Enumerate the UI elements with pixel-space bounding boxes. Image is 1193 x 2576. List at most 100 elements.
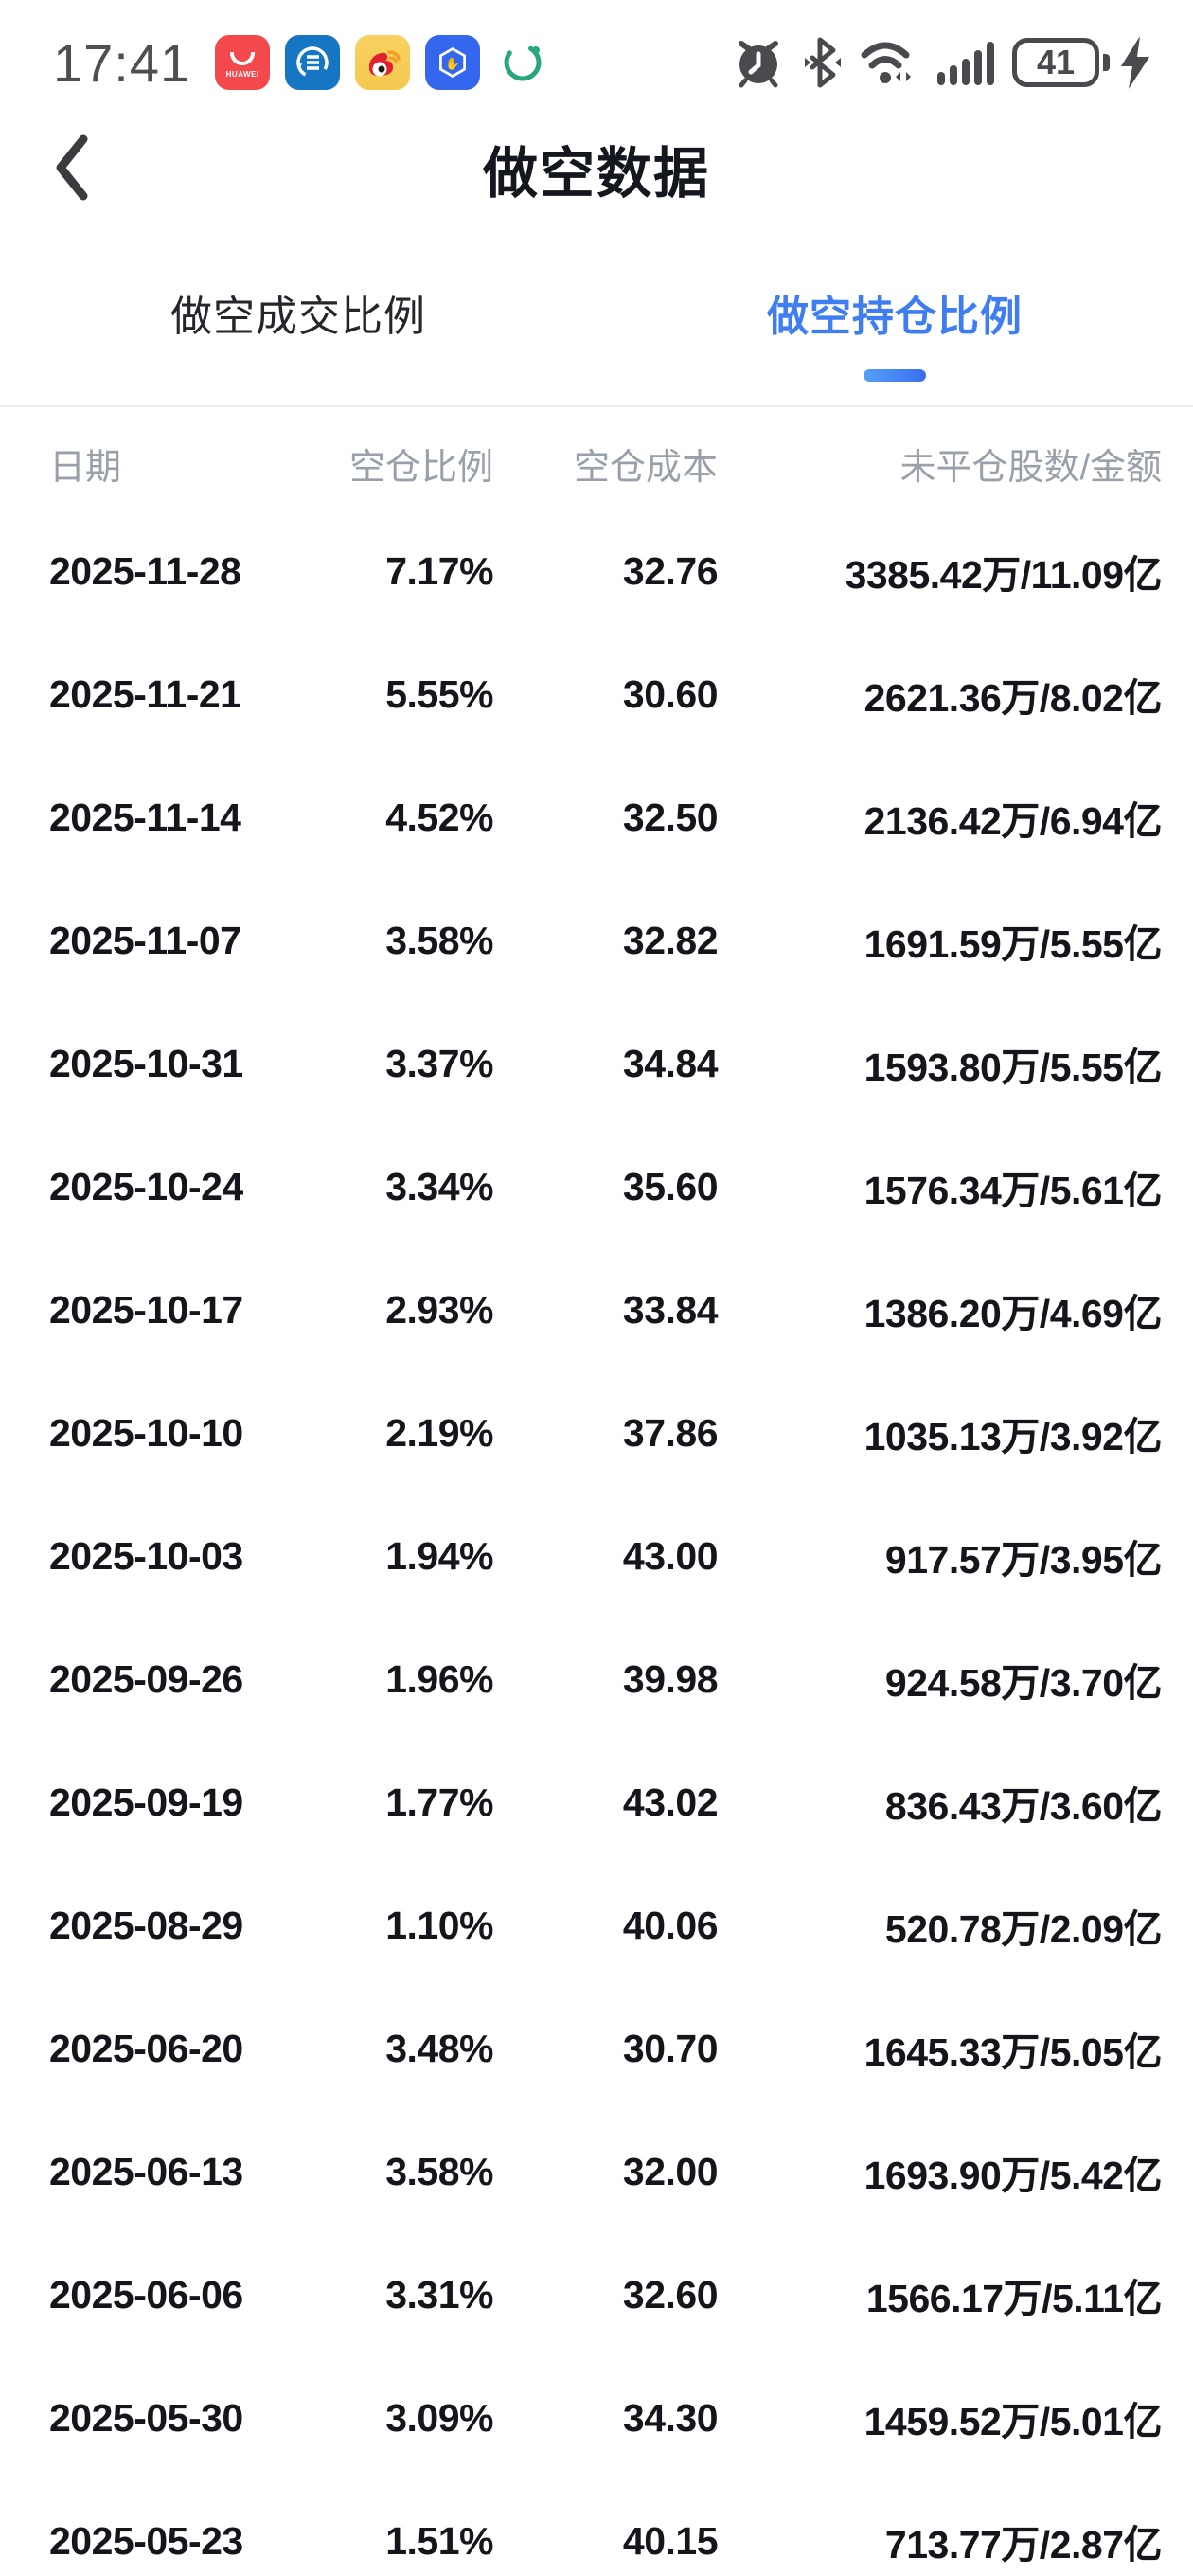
- reader-sync-app-icon: [285, 35, 341, 90]
- short-cost-cell: 30.60: [622, 671, 719, 716]
- wifi-icon: [861, 42, 911, 83]
- tab-label: 做空成交比例: [170, 294, 426, 340]
- charging-bolt-icon: [1121, 36, 1149, 89]
- chevron-left-icon: [56, 134, 88, 201]
- short-cost-cell: 40.15: [622, 2518, 719, 2563]
- huawei-appgallery-icon: HUAWEI: [215, 35, 271, 90]
- short-ratio-cell: 1.77%: [385, 1780, 493, 1824]
- short-ratio-cell: 3.48%: [385, 2026, 493, 2070]
- open-shares-amount-cell: 1566.17万/5.11亿: [865, 2277, 1163, 2320]
- short-ratio-cell: 1.51%: [385, 2518, 493, 2563]
- date-cell: 2025-06-13: [49, 2149, 243, 2193]
- date-cell: 2025-10-10: [49, 1410, 243, 1455]
- page-title: 做空数据: [482, 143, 710, 205]
- signal-bars-icon: [937, 42, 994, 85]
- short-ratio-cell: 5.55%: [385, 671, 493, 716]
- table-row: 2025-06-20 3.48% 30.70 1645.33万/5.05亿: [49, 1987, 1163, 2110]
- table-row: 2025-06-06 3.31% 32.60 1566.17万/5.11亿: [49, 2233, 1163, 2356]
- open-shares-amount-cell: 1576.34万/5.61亿: [864, 1169, 1163, 1212]
- short-ratio-cell: 3.58%: [385, 918, 493, 962]
- table-row: 2025-10-03 1.94% 43.00 917.57万/3.95亿: [49, 1494, 1163, 1618]
- short-ratio-cell: 2.19%: [385, 1410, 493, 1455]
- battery-indicator: 41: [1012, 34, 1153, 91]
- short-cost-cell: 39.98: [622, 1656, 719, 1701]
- date-cell: 2025-08-29: [49, 1903, 243, 1947]
- open-shares-amount-cell: 520.78万/2.09亿: [884, 1907, 1163, 1951]
- notification-app-icons: HUAWEI ✋: [215, 35, 550, 90]
- table-row: 2025-06-13 3.58% 32.00 1693.90万/5.42亿: [49, 2110, 1163, 2233]
- open-shares-amount-cell: 2621.36万/8.02亿: [864, 676, 1163, 720]
- short-cost-cell: 34.30: [622, 2395, 719, 2440]
- table-row: 2025-09-19 1.77% 43.02 836.43万/3.60亿: [49, 1741, 1163, 1864]
- battery-level: 41: [1012, 38, 1099, 87]
- short-ratio-cell: 3.09%: [385, 2395, 493, 2440]
- date-cell: 2025-09-26: [49, 1656, 243, 1701]
- short-cost-cell: 30.70: [622, 2026, 719, 2070]
- date-cell: 2025-05-30: [49, 2395, 243, 2440]
- open-shares-amount-cell: 917.57万/3.95亿: [884, 1538, 1163, 1582]
- tab-short-volume-ratio[interactable]: 做空成交比例: [0, 282, 596, 405]
- date-cell: 2025-11-28: [49, 548, 241, 593]
- hand-hexagon-app-icon: ✋: [425, 35, 481, 90]
- open-shares-amount-cell: 1459.52万/5.01亿: [864, 2400, 1163, 2443]
- nav-bar: 做空数据: [0, 112, 1193, 225]
- open-shares-amount-cell: 1386.20万/4.69亿: [864, 1292, 1163, 1335]
- date-cell: 2025-05-23: [49, 2518, 243, 2563]
- table-row: 2025-05-23 1.51% 40.15 713.77万/2.87亿: [49, 2479, 1163, 2576]
- active-tab-underline: [864, 369, 926, 382]
- tab-bar: 做空成交比例 做空持仓比例: [0, 282, 1193, 405]
- date-cell: 2025-11-14: [49, 795, 241, 839]
- weibo-icon: [355, 35, 411, 90]
- table-row: 2025-05-30 3.09% 34.30 1459.52万/5.01亿: [49, 2356, 1163, 2479]
- divider: [0, 405, 1193, 407]
- svg-text:✋: ✋: [445, 56, 460, 70]
- status-bar: 17:41 HUAWEI: [0, 0, 1193, 112]
- date-cell: 2025-11-07: [49, 918, 241, 962]
- short-ratio-cell: 1.10%: [385, 1903, 493, 1947]
- table-row: 2025-11-21 5.55% 30.60 2621.36万/8.02亿: [49, 633, 1163, 756]
- short-cost-cell: 32.60: [622, 2272, 719, 2317]
- short-cost-cell: 37.86: [622, 1410, 719, 1455]
- date-cell: 2025-06-06: [49, 2272, 243, 2317]
- open-shares-amount-cell: 1691.59万/5.55亿: [864, 922, 1163, 966]
- short-cost-cell: 35.60: [622, 1164, 719, 1208]
- short-ratio-cell: 7.17%: [385, 548, 493, 593]
- date-cell: 2025-09-19: [49, 1780, 243, 1824]
- open-shares-amount-cell: 924.58万/3.70亿: [884, 1661, 1163, 1705]
- appgallery-bag-glyph: [230, 52, 256, 65]
- appgallery-label: HUAWEI: [225, 70, 259, 79]
- short-ratio-cell: 3.34%: [385, 1164, 493, 1208]
- table-row: 2025-11-28 7.17% 32.76 3385.42万/11.09亿: [49, 510, 1163, 633]
- date-cell: 2025-10-03: [49, 1533, 243, 1578]
- back-button[interactable]: [38, 125, 104, 210]
- table-body: 2025-11-28 7.17% 32.76 3385.42万/11.09亿 2025-…: [49, 510, 1163, 2576]
- short-position-table: 日期 空仓比例 空仓成本 未平仓股数/金额 2025-11-28 7.17% 32.…: [0, 407, 1193, 2576]
- open-shares-amount-cell: 2136.42万/6.94亿: [864, 799, 1163, 843]
- battery-cap: [1103, 54, 1110, 71]
- table-row: 2025-08-29 1.10% 40.06 520.78万/2.09亿: [49, 1864, 1163, 1987]
- column-header-short-cost: 空仓成本: [573, 447, 718, 488]
- status-indicators: 41: [732, 34, 1153, 91]
- table-header-row: 日期 空仓比例 空仓成本 未平仓股数/金额: [49, 407, 1162, 510]
- date-cell: 2025-06-20: [49, 2026, 243, 2070]
- short-cost-cell: 32.00: [622, 2149, 719, 2193]
- table-row: 2025-10-31 3.37% 34.84 1593.80万/5.55亿: [49, 1002, 1163, 1125]
- short-ratio-cell: 2.93%: [385, 1287, 493, 1332]
- sync-refresh-icon: [495, 35, 550, 90]
- short-cost-cell: 32.50: [622, 795, 719, 839]
- open-shares-amount-cell: 1035.13万/3.92亿: [864, 1415, 1163, 1458]
- short-cost-cell: 43.02: [622, 1780, 719, 1824]
- table-row: 2025-09-26 1.96% 39.98 924.58万/3.70亿: [49, 1618, 1163, 1741]
- tab-label: 做空持仓比例: [767, 294, 1023, 340]
- column-header-date: 日期: [49, 447, 122, 488]
- short-ratio-cell: 4.52%: [385, 795, 493, 839]
- open-shares-amount-cell: 1593.80万/5.55亿: [864, 1046, 1163, 1089]
- short-cost-cell: 34.84: [622, 1041, 719, 1085]
- tab-short-position-ratio[interactable]: 做空持仓比例: [596, 282, 1193, 405]
- short-cost-cell: 43.00: [622, 1533, 719, 1578]
- short-cost-cell: 32.82: [622, 918, 719, 962]
- date-cell: 2025-10-31: [49, 1041, 243, 1085]
- short-ratio-cell: 1.94%: [385, 1533, 493, 1578]
- date-cell: 2025-11-21: [49, 671, 241, 716]
- short-cost-cell: 33.84: [622, 1287, 719, 1332]
